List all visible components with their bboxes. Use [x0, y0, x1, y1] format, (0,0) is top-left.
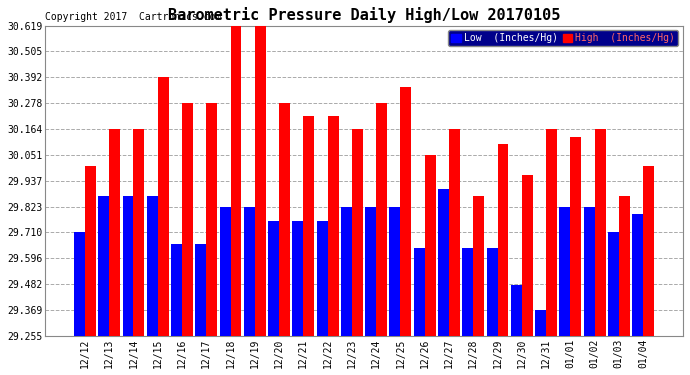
Bar	[414, 248, 424, 336]
Bar	[98, 196, 109, 336]
Bar	[171, 244, 182, 336]
Bar	[400, 87, 411, 336]
Bar	[632, 214, 643, 336]
Bar	[608, 232, 619, 336]
Bar	[244, 207, 255, 336]
Bar	[304, 116, 314, 336]
Bar	[546, 129, 557, 336]
Bar	[293, 221, 304, 336]
Bar	[571, 137, 581, 336]
Bar	[449, 129, 460, 336]
Bar	[365, 207, 376, 336]
Bar	[535, 310, 546, 336]
Bar	[109, 129, 120, 336]
Bar	[352, 129, 363, 336]
Bar	[522, 176, 533, 336]
Bar	[584, 207, 595, 336]
Bar	[497, 144, 509, 336]
Bar	[619, 196, 630, 336]
Bar	[424, 155, 435, 336]
Legend: Low  (Inches/Hg), High  (Inches/Hg): Low (Inches/Hg), High (Inches/Hg)	[448, 30, 678, 46]
Bar	[486, 248, 497, 336]
Bar	[158, 77, 168, 336]
Bar	[182, 103, 193, 336]
Bar	[85, 166, 96, 336]
Title: Barometric Pressure Daily High/Low 20170105: Barometric Pressure Daily High/Low 20170…	[168, 7, 560, 23]
Bar	[317, 221, 328, 336]
Bar	[462, 248, 473, 336]
Bar	[279, 103, 290, 336]
Bar	[341, 207, 352, 336]
Bar	[133, 129, 144, 336]
Bar	[206, 103, 217, 336]
Bar	[219, 207, 230, 336]
Bar	[643, 166, 654, 336]
Bar	[595, 129, 606, 336]
Bar	[255, 26, 266, 336]
Bar	[147, 196, 158, 336]
Bar	[268, 221, 279, 336]
Bar	[74, 232, 85, 336]
Text: Copyright 2017  Cartronics.com: Copyright 2017 Cartronics.com	[45, 12, 221, 22]
Bar	[438, 189, 449, 336]
Bar	[560, 207, 571, 336]
Bar	[389, 207, 400, 336]
Bar	[230, 26, 241, 336]
Bar	[511, 285, 522, 336]
Bar	[195, 244, 206, 336]
Bar	[328, 116, 339, 336]
Bar	[123, 196, 133, 336]
Bar	[376, 103, 387, 336]
Bar	[473, 196, 484, 336]
